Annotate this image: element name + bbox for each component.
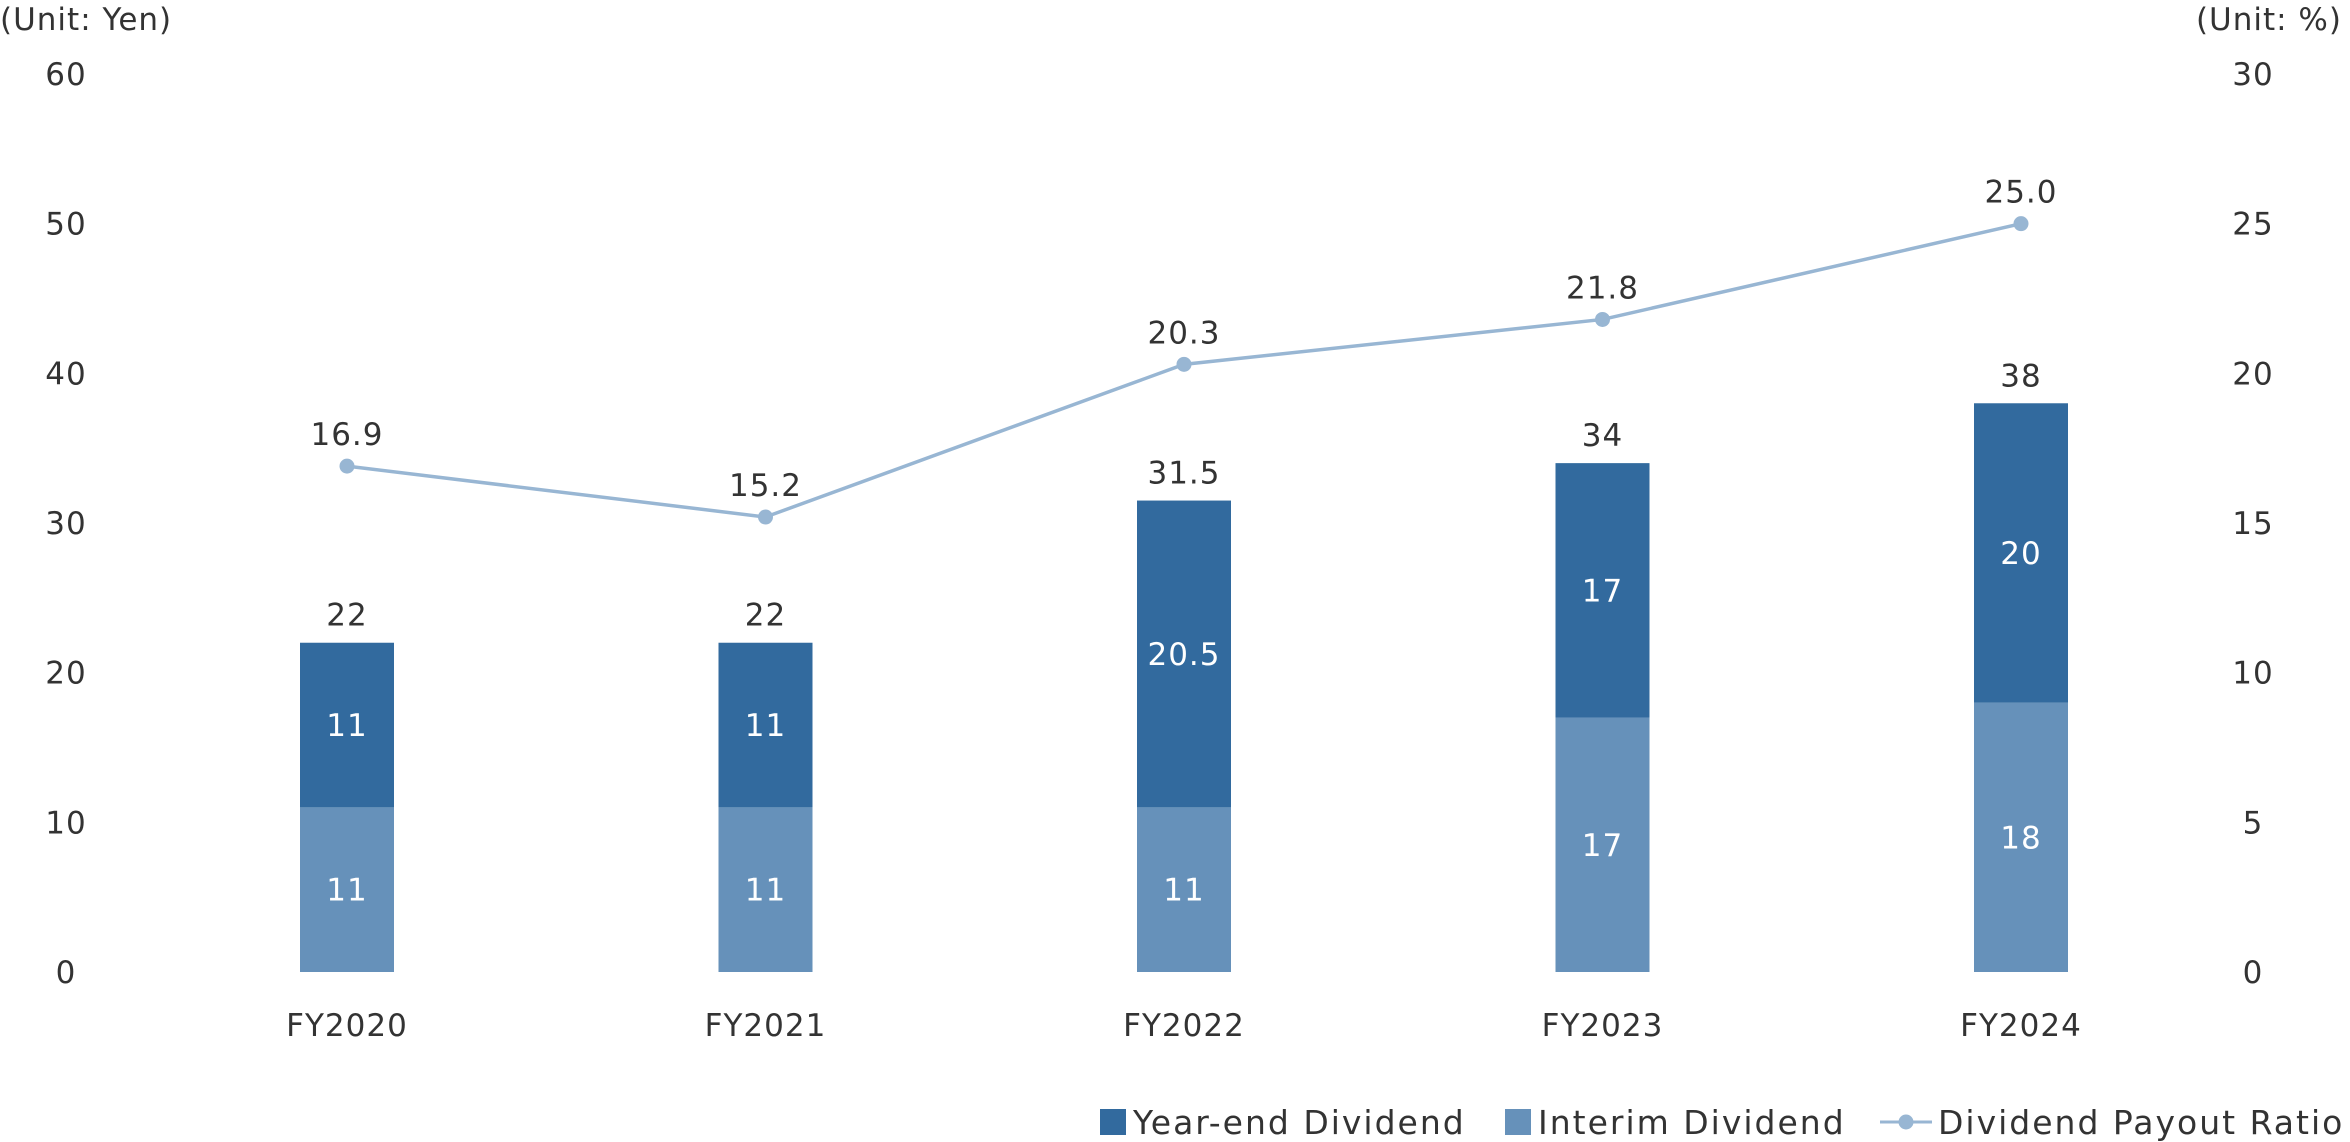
bar-value-label: 11 [326,873,367,909]
payout-ratio-point [758,509,773,525]
legend-label: Interim Dividend [1538,1103,1846,1142]
bar-interim-dividend-fy2020 [300,807,394,972]
bar-value-label: 11 [745,873,786,909]
bar-year-end-dividend-fy2021 [718,642,813,808]
bar-series [300,403,2068,972]
line-series [339,216,2029,525]
right-axis-unit-label: (Unit: %) [2196,2,2342,38]
payout-ratio-point [1595,311,1610,327]
payout-ratio-point [1176,356,1192,372]
category-label-fy2021: FY2021 [705,1008,827,1044]
bar-interim-dividend-fy2022 [1137,807,1231,972]
left-tick-1: 10 [45,805,86,841]
bar-value-label: 18 [2000,820,2041,856]
data-labels: 11 11 22 11 11 22 11 20.5 31.5 17 17 34 18 20 38 16.9 15… [310,175,2057,909]
right-tick-5: 25 [2232,207,2273,243]
legend-swatch [1100,1109,1126,1135]
total-label-fy2023: 34 [1582,418,1623,454]
legend-dot [1898,1114,1914,1130]
legend: Year-end Dividend Interim Dividend Dividen… [1100,1103,2344,1142]
payout-ratio-label: 25.0 [1984,175,2057,211]
left-axis-unit-label: (Unit: Yen) [0,2,172,38]
payout-ratio-label: 15.2 [729,468,802,504]
bar-value-label: 11 [1163,873,1204,909]
right-tick-4: 20 [2232,356,2273,392]
category-label-fy2020: FY2020 [286,1008,408,1044]
bar-year-end-dividend-fy2020 [300,642,394,808]
bar-interim-dividend-fy2023 [1555,717,1650,972]
bar-value-label: 20.5 [1147,637,1220,673]
category-label-fy2024: FY2024 [1960,1008,2082,1044]
bar-value-label: 17 [1582,573,1623,609]
total-label-fy2020: 22 [326,598,367,634]
right-tick-2: 10 [2232,656,2273,692]
bar-year-end-dividend-fy2022 [1137,500,1231,808]
left-axis-ticks: 0 10 20 30 40 50 60 [45,57,86,991]
legend-label: Year-end Dividend [1132,1103,1466,1142]
bar-interim-dividend-fy2024 [1974,702,2068,972]
left-tick-2: 20 [45,656,86,692]
bar-year-end-dividend-fy2024 [1974,403,2068,703]
bar-value-label: 17 [1582,828,1623,864]
bar-value-label: 20 [2000,536,2041,572]
bar-interim-dividend-fy2021 [718,807,813,972]
category-label-fy2023: FY2023 [1542,1008,1664,1044]
bar-value-label: 11 [326,708,367,744]
legend-label: Dividend Payout Ratio [1938,1103,2344,1142]
left-tick-0: 0 [56,955,77,991]
payout-ratio-label: 21.8 [1566,270,1639,306]
left-tick-3: 30 [45,506,86,542]
left-tick-4: 40 [45,356,86,392]
category-label-fy2022: FY2022 [1123,1008,1245,1044]
total-label-fy2022: 31.5 [1147,456,1220,492]
legend-swatch [1505,1109,1531,1135]
total-label-fy2024: 38 [2000,358,2041,394]
left-tick-6: 60 [45,57,86,93]
category-labels: FY2020 FY2021 FY2022 FY2023 FY2024 [286,1008,2082,1044]
payout-ratio-point [339,458,355,474]
total-label-fy2021: 22 [745,598,786,634]
right-axis-ticks: 0 5 10 15 20 25 30 [2232,57,2273,991]
right-tick-3: 15 [2232,506,2273,542]
payout-ratio-label: 16.9 [310,417,383,453]
right-tick-0: 0 [2243,955,2264,991]
bar-year-end-dividend-fy2023 [1555,463,1650,718]
payout-ratio-label: 20.3 [1147,315,1220,351]
left-tick-5: 50 [45,207,86,243]
right-tick-1: 5 [2243,805,2264,841]
bar-value-label: 11 [745,708,786,744]
right-tick-6: 30 [2232,57,2273,93]
payout-ratio-point [2013,216,2029,232]
